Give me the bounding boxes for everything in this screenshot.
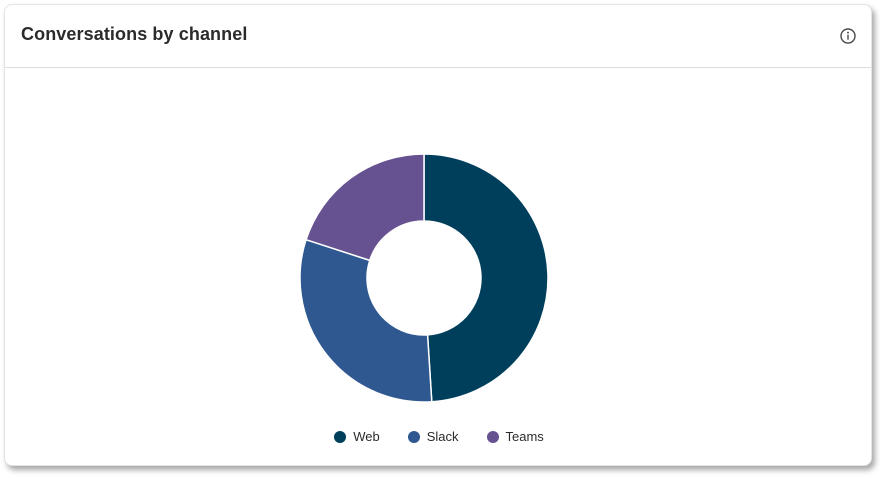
chart-legend: Web Slack Teams [5, 429, 873, 444]
info-icon[interactable] [839, 27, 857, 45]
chart-card: Conversations by channel Web Slack Teams [4, 4, 872, 466]
donut-slice-web[interactable] [423, 153, 549, 403]
donut-chart [299, 153, 549, 403]
donut-slice-slack[interactable] [299, 238, 433, 403]
donut-slice-teams[interactable] [305, 153, 425, 262]
card-header: Conversations by channel [5, 5, 871, 68]
legend-swatch-teams [486, 430, 499, 443]
card-title: Conversations by channel [21, 24, 248, 44]
legend-item-slack[interactable]: Slack [407, 429, 459, 444]
legend-swatch-web [334, 430, 347, 443]
legend-item-web[interactable]: Web [334, 429, 380, 444]
legend-swatch-slack [407, 430, 420, 443]
legend-label-web: Web [353, 429, 380, 444]
chart-area [5, 69, 873, 465]
legend-label-slack: Slack [426, 429, 459, 444]
legend-item-teams[interactable]: Teams [486, 429, 544, 444]
legend-label-teams: Teams [505, 429, 544, 444]
